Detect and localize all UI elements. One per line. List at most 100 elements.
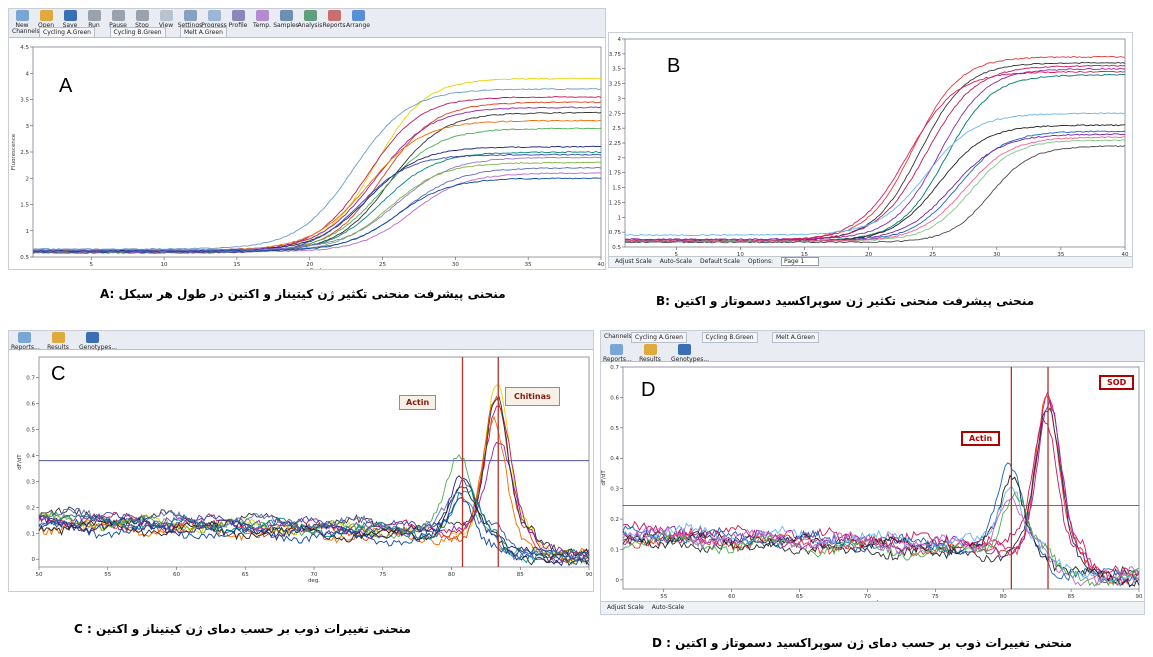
panel-letter-c: C (51, 363, 66, 385)
toolbar-a-samples-button[interactable]: Samples (273, 10, 299, 29)
toolbar-d-buttons: Reports... Results Genotypes... (601, 343, 1144, 363)
y-tick-label: 0.2 (610, 517, 619, 523)
y-tick-label: 4.5 (20, 45, 29, 51)
toolbar-d-reports-button[interactable]: Reports... (603, 344, 632, 363)
toolbar-d-results-button[interactable]: Results (637, 344, 663, 363)
channels-label: Channels (12, 28, 40, 35)
y-tick-label: 3 (26, 124, 30, 130)
caption-a-tag: A: (100, 287, 115, 301)
toolbar-a-new-button[interactable]: New (9, 10, 35, 29)
auto-scale-button-d[interactable]: Auto-Scale (651, 604, 685, 611)
reports-icon (327, 10, 341, 21)
default-scale-button[interactable]: Default Scale (700, 258, 740, 265)
toolbar-a-stop-button[interactable]: Stop (129, 10, 155, 29)
channel-tab[interactable]: Melt A.Green (180, 27, 227, 38)
channel-tab[interactable]: Cycling B.Green (701, 332, 758, 343)
progress-icon (207, 10, 221, 21)
y-tick-label: 0.3 (610, 487, 619, 493)
adjust-scale-button[interactable]: Adjust Scale (615, 258, 652, 265)
toolbar-a-analysis-button[interactable]: Analysis (297, 10, 323, 29)
x-tick-label: 85 (517, 572, 524, 578)
panel-a: New Open Save Run Pause Stop View Settings Progr… (8, 8, 606, 270)
toolbar-a-reports-button[interactable]: Reports (321, 10, 347, 29)
auto-scale-button[interactable]: Auto-Scale (659, 258, 693, 265)
plot-area (622, 366, 1140, 590)
x-tick-label: 60 (173, 572, 180, 578)
toolbar-a-button-label: Reports (322, 22, 346, 29)
panel-letter-d: D (641, 379, 656, 401)
x-tick-label: 10 (161, 262, 168, 268)
toolbar-a-view-button[interactable]: View (153, 10, 179, 29)
caption-a: A: منحنی پیشرفت منحنی تکثیر ژن کیتیناز و… (100, 287, 506, 301)
channel-tab[interactable]: Cycling A.Green (631, 332, 687, 343)
channel-tab[interactable]: Melt A.Green (772, 332, 819, 343)
y-tick-label: 2.5 (20, 150, 29, 156)
x-tick-label: 10 (737, 252, 744, 258)
toolbar-c-results-button[interactable]: Results (45, 332, 71, 351)
toolbar-c-genotypes-button[interactable]: Genotypes... (79, 332, 118, 351)
y-tick-label: 0.5 (612, 245, 621, 251)
chart-d: 556065707580859000.10.20.30.40.50.60.7de… (601, 365, 1143, 606)
page-select[interactable]: Page 1 (781, 257, 820, 266)
series-line (32, 156, 602, 251)
series-line (38, 486, 590, 566)
y-tick-label: 3.5 (20, 98, 29, 104)
y-tick-label: 1.75 (609, 171, 621, 177)
arrange-icon (351, 10, 365, 21)
series-line (38, 492, 590, 563)
caption-d-tag: D : (652, 636, 671, 650)
y-tick-label: 0.1 (26, 531, 35, 537)
toolbar-a-profile-button[interactable]: Profile (225, 10, 251, 29)
results-icon (51, 332, 65, 343)
y-tick-label: 1.25 (609, 200, 621, 206)
caption-d: D : منحنی تغییرات ذوب بر حسب دمای ژن سوپ… (652, 636, 1072, 650)
y-tick-label: 0.7 (26, 376, 35, 382)
channel-tabs-a: Channels Cycling A.Green Cycling B.Green Me… (9, 27, 605, 38)
y-tick-label: 0.7 (610, 365, 619, 371)
x-tick-label: 80 (448, 572, 455, 578)
x-tick-label: 40 (1122, 252, 1129, 258)
x-tick-label: 70 (864, 594, 871, 600)
y-tick-label: 1.5 (612, 186, 621, 192)
y-tick-label: 1 (618, 215, 622, 221)
pause-icon (111, 10, 125, 21)
y-axis-label: dF/dT (601, 470, 607, 486)
toolbar-a: New Open Save Run Pause Stop View Settings Progr… (9, 9, 605, 38)
y-tick-label: 2.25 (609, 141, 621, 147)
y-tick-label: 3.25 (609, 82, 621, 88)
toolbar-a-button-label: Open (37, 22, 55, 29)
channel-tab[interactable]: Cycling B.Green (109, 27, 166, 38)
x-tick-label: 60 (728, 594, 735, 600)
toolbar-a-open-button[interactable]: Open (33, 10, 59, 29)
toolbar-a-settings-button[interactable]: Settings (177, 10, 203, 29)
x-tick-label: 20 (306, 262, 313, 268)
caption-b: B: منحنی پیشرفت منحنی تکثیر ژن سوپراکسید… (656, 294, 1034, 308)
samples-icon (279, 10, 293, 21)
toolbar-a-arrange-button[interactable]: Arrange (345, 10, 371, 29)
toolbar-a-temp-button[interactable]: Temp. (249, 10, 275, 29)
plot-area (624, 38, 1126, 248)
caption-d-text: منحنی تغییرات ذوب بر حسب دمای ژن سوپراکس… (675, 636, 1073, 650)
toolbar-d-genotypes-button[interactable]: Genotypes... (671, 344, 709, 363)
series-line (624, 136, 1126, 243)
series-line (38, 497, 590, 566)
actin-label-c: Actin (399, 395, 437, 410)
toolbar-a-progress-button[interactable]: Progress (201, 10, 227, 29)
toolbar-a-save-button[interactable]: Save (57, 10, 83, 29)
panel-letter-a: A (59, 75, 73, 97)
y-tick-label: 0 (32, 557, 36, 563)
adjust-scale-button-d[interactable]: Adjust Scale (607, 604, 644, 611)
channel-tab[interactable]: Cycling A.Green (39, 27, 95, 38)
x-tick-label: 55 (104, 572, 111, 578)
toolbar-d-bottom: Adjust Scale Auto-Scale (601, 601, 1144, 614)
chart-a: 5 10 15 20 25 30 35 40 0.5 1 1.5 2 2.5 3 3.5 4 4.5 Cycle F… (11, 45, 605, 269)
results-icon (643, 344, 657, 355)
toolbar-a-run-button[interactable]: Run (81, 10, 107, 29)
toolbar-a-pause-button[interactable]: Pause (105, 10, 131, 29)
x-tick-label: 75 (379, 572, 386, 578)
stop-icon (135, 10, 149, 21)
x-tick-label: 40 (598, 262, 605, 268)
toolbar-c-reports-button[interactable]: Reports... (11, 332, 40, 351)
toolbar-c-button-label: Genotypes... (79, 344, 118, 351)
y-tick-label: 0.75 (609, 230, 621, 236)
